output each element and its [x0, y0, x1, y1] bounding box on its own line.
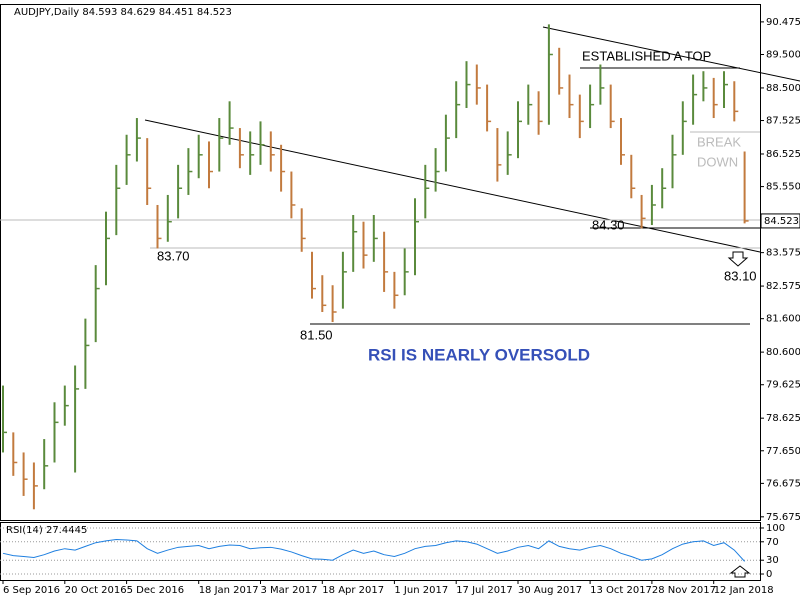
x-tick-label: 28 Nov 2017 [652, 585, 716, 596]
up-arrow [729, 565, 751, 578]
x-tick-label: 3 Mar 2017 [261, 585, 318, 596]
x-tick-label: 20 Oct 2016 [65, 585, 127, 596]
y-tick-label: 78.625 [766, 413, 800, 424]
y-tick-label: 90.475 [766, 17, 800, 28]
y-tick-label: 75.675 [766, 512, 800, 523]
price-frame [0, 4, 761, 521]
current-price-box [760, 213, 800, 229]
y-tick-label: 30 [766, 555, 779, 566]
trend-line [144, 119, 761, 253]
y-tick-label: 86.525 [766, 149, 800, 160]
trend-line [542, 26, 800, 82]
y-tick-label: 70 [766, 537, 779, 548]
annotation: BREAK [697, 134, 741, 149]
y-tick-label: 85.550 [766, 182, 800, 193]
annotation: 81.50 [300, 327, 333, 342]
drawings [0, 26, 800, 578]
rsi-title: RSI(14) 27.4445 [6, 525, 87, 536]
y-tick-label: 77.650 [766, 446, 800, 457]
y-tick-label: 82.575 [766, 281, 800, 292]
x-tick-label: 30 Aug 2017 [518, 585, 582, 596]
annotation: 83.10 [724, 268, 757, 283]
y-tick-label: 81.600 [766, 314, 800, 325]
y-tick-label: 87.525 [766, 116, 800, 127]
rsi-line [2, 538, 745, 562]
annotation: 83.70 [157, 248, 190, 263]
y-tick-label: 88.500 [766, 83, 800, 94]
x-tick-label: 13 Oct 2017 [590, 585, 652, 596]
y-tick-label: 79.625 [766, 380, 800, 391]
x-tick-label: 18 Apr 2017 [322, 585, 384, 596]
y-tick-label: 80.600 [766, 347, 800, 358]
annotation: ESTABLISHED A TOP [582, 48, 711, 63]
rsi-frame [0, 522, 761, 581]
x-tick-label: 5 Dec 2016 [127, 585, 185, 596]
y-tick-label: 100 [766, 523, 785, 534]
y-tick-label: 76.675 [766, 478, 800, 489]
annotation: 84.30 [592, 217, 625, 232]
y-tick-label: 89.500 [766, 49, 800, 60]
current-price-label: 84.523 [764, 216, 799, 227]
annotation: RSI IS NEARLY OVERSOLD [368, 345, 590, 364]
down-arrow [727, 251, 749, 267]
y-tick-label: 0 [766, 569, 772, 580]
annotation: DOWN [697, 154, 738, 169]
chart-title: AUDJPY,Daily 84.593 84.629 84.451 84.523 [14, 7, 232, 18]
x-tick-label: 1 Jun 2017 [394, 585, 448, 596]
x-tick-label: 17 Jul 2017 [456, 585, 513, 596]
x-tick-label: 6 Sep 2016 [3, 585, 60, 596]
x-tick-label: 18 Jan 2017 [199, 585, 259, 596]
y-tick-label: 83.575 [766, 248, 800, 259]
x-tick-label: 12 Jan 2018 [714, 585, 774, 596]
